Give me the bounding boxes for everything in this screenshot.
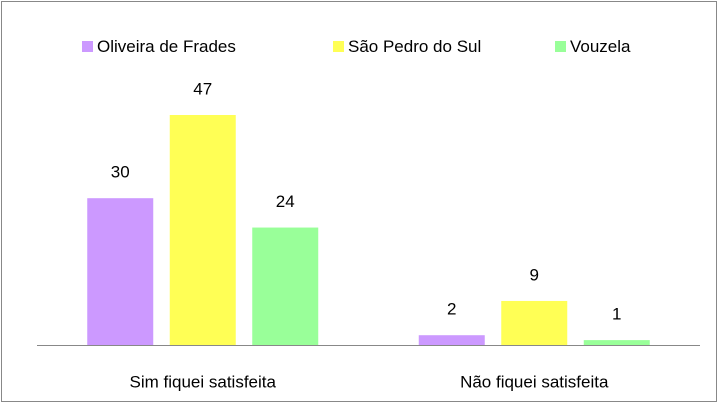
data-label: 2 xyxy=(447,300,456,319)
data-label: 1 xyxy=(612,305,621,324)
legend-swatch xyxy=(555,41,566,52)
bar xyxy=(418,335,485,345)
bar xyxy=(583,340,650,345)
bar xyxy=(87,198,154,345)
bar xyxy=(252,227,319,345)
legend-label: Vouzela xyxy=(570,37,631,56)
data-label: 30 xyxy=(111,163,130,182)
data-label: 9 xyxy=(530,265,539,284)
legend-label: Oliveira de Frades xyxy=(97,37,236,56)
x-tick-label: Sim fiquei satisfeita xyxy=(130,372,277,391)
x-tick-label: Não fiquei satisfeita xyxy=(460,372,609,391)
bar xyxy=(501,300,568,345)
legend-label: São Pedro do Sul xyxy=(348,37,481,56)
data-label: 24 xyxy=(276,192,295,211)
legend-swatch xyxy=(333,41,344,52)
data-label: 47 xyxy=(193,79,212,98)
bar xyxy=(169,115,236,345)
legend-swatch xyxy=(82,41,93,52)
